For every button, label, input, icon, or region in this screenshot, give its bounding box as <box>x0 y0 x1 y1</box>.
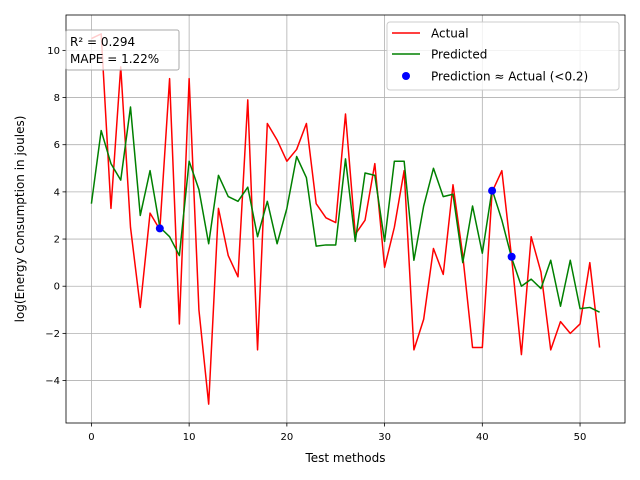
y-tick-label: 0 <box>54 282 60 293</box>
plot-frame <box>65 14 626 424</box>
legend-swatch-match <box>402 72 410 80</box>
series-layer <box>90 33 601 405</box>
y-tick-label: 2 <box>54 235 60 246</box>
legend-label-predicted: Predicted <box>431 48 487 62</box>
x-tick-label: 30 <box>378 432 391 443</box>
x-tick-label: 10 <box>183 432 196 443</box>
ticks: 0 10 20 30 40 50 −4 −2 0 2 4 6 8 10 <box>45 46 586 443</box>
x-tick-label: 50 <box>574 432 587 443</box>
match-point <box>488 186 497 195</box>
y-tick-label: 6 <box>54 140 60 151</box>
series-line-actual <box>91 33 601 405</box>
legend: Actual Predicted Prediction ≈ Actual (<0… <box>386 21 620 91</box>
metrics-annotation-box <box>65 29 180 71</box>
y-tick-label: −2 <box>45 329 60 340</box>
y-tick-label: 8 <box>54 93 60 104</box>
match-point <box>155 224 164 233</box>
x-tick-label: 20 <box>280 432 293 443</box>
legend-label-match: Prediction ≈ Actual (<0.2) <box>431 70 588 84</box>
x-axis-label: Test methods <box>304 451 385 465</box>
x-tick-label: 40 <box>476 432 489 443</box>
y-tick-label: 4 <box>54 187 60 198</box>
series-line-predicted <box>90 106 600 313</box>
y-axis-label: log(Energy Consumption in joules) <box>13 116 27 323</box>
mape-annotation: MAPE = 1.22% <box>70 52 159 66</box>
y-tick-label: −4 <box>45 376 60 387</box>
metrics-annotation: R² = 0.294 MAPE = 1.22% <box>65 29 180 71</box>
r2-annotation: R² = 0.294 <box>70 35 135 49</box>
legend-label-actual: Actual <box>431 27 469 41</box>
match-point <box>507 252 516 261</box>
legend-box <box>386 21 620 91</box>
y-tick-label: 10 <box>47 46 60 57</box>
x-tick-label: 0 <box>88 432 94 443</box>
